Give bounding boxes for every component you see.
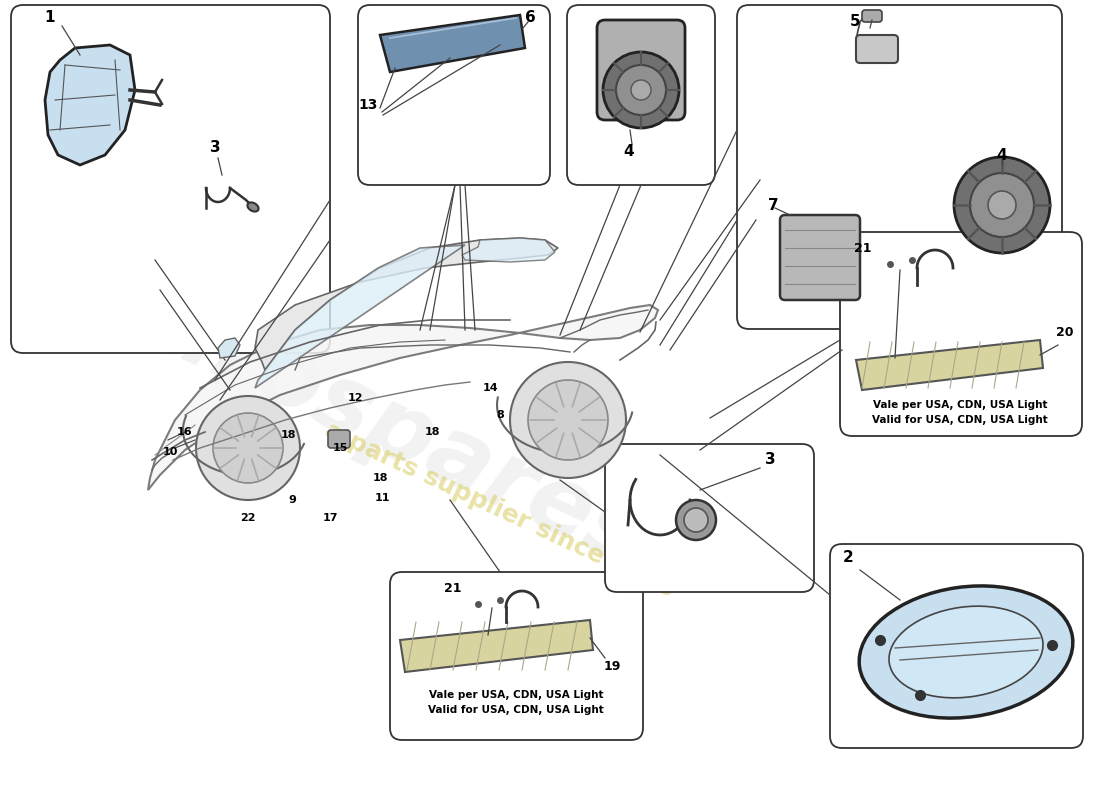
Circle shape [603, 52, 679, 128]
FancyBboxPatch shape [605, 444, 814, 592]
FancyBboxPatch shape [328, 430, 350, 448]
Text: 21: 21 [855, 242, 871, 254]
Text: 1: 1 [45, 10, 55, 26]
FancyBboxPatch shape [840, 232, 1082, 436]
Text: 21: 21 [444, 582, 462, 594]
Circle shape [213, 413, 283, 483]
Circle shape [954, 157, 1050, 253]
Text: 5: 5 [849, 14, 860, 30]
Polygon shape [379, 15, 525, 72]
Text: 3: 3 [764, 453, 776, 467]
Text: 6: 6 [525, 10, 536, 26]
Polygon shape [856, 340, 1043, 390]
Text: 4: 4 [624, 145, 635, 159]
Polygon shape [255, 238, 558, 370]
Text: 20: 20 [1056, 326, 1074, 338]
Text: 18: 18 [280, 430, 296, 440]
Text: 2: 2 [843, 550, 854, 566]
Circle shape [631, 80, 651, 100]
Circle shape [616, 65, 666, 115]
FancyBboxPatch shape [830, 544, 1084, 748]
FancyBboxPatch shape [856, 35, 898, 63]
Circle shape [988, 191, 1016, 219]
Text: 17: 17 [322, 513, 338, 523]
Ellipse shape [889, 606, 1043, 698]
Polygon shape [255, 245, 465, 388]
Text: 19: 19 [603, 659, 620, 673]
Text: 3: 3 [210, 141, 220, 155]
Text: 12: 12 [348, 393, 363, 403]
FancyBboxPatch shape [780, 215, 860, 300]
FancyBboxPatch shape [358, 5, 550, 185]
Circle shape [196, 396, 300, 500]
Polygon shape [218, 338, 240, 358]
FancyBboxPatch shape [566, 5, 715, 185]
Text: Valid for USA, CDN, USA Light: Valid for USA, CDN, USA Light [872, 415, 1048, 425]
Polygon shape [148, 305, 658, 490]
Text: Valid for USA, CDN, USA Light: Valid for USA, CDN, USA Light [428, 705, 604, 715]
Text: 18: 18 [425, 427, 440, 437]
Text: 13: 13 [359, 98, 377, 112]
Text: 22: 22 [240, 513, 255, 523]
Text: 4: 4 [997, 147, 1008, 162]
Ellipse shape [859, 586, 1072, 718]
Circle shape [528, 380, 608, 460]
Text: Vale per USA, CDN, USA Light: Vale per USA, CDN, USA Light [429, 690, 603, 700]
Text: Vale per USA, CDN, USA Light: Vale per USA, CDN, USA Light [872, 400, 1047, 410]
Text: 8: 8 [496, 410, 504, 420]
Text: 15: 15 [332, 443, 348, 453]
Text: 9: 9 [288, 495, 296, 505]
Text: a parts supplier since 1985: a parts supplier since 1985 [321, 418, 679, 602]
Circle shape [970, 173, 1034, 237]
Text: 11: 11 [374, 493, 389, 503]
Text: 10: 10 [163, 447, 178, 457]
Circle shape [510, 362, 626, 478]
Text: 16: 16 [177, 427, 192, 437]
Text: 14: 14 [482, 383, 498, 393]
Polygon shape [400, 620, 593, 672]
FancyBboxPatch shape [390, 572, 644, 740]
Text: eurospares: eurospares [80, 252, 660, 588]
Text: 18: 18 [372, 473, 387, 483]
Text: 7: 7 [768, 198, 779, 213]
Polygon shape [45, 45, 135, 165]
FancyBboxPatch shape [737, 5, 1062, 329]
FancyBboxPatch shape [11, 5, 330, 353]
Circle shape [684, 508, 708, 532]
Circle shape [676, 500, 716, 540]
Ellipse shape [248, 202, 258, 211]
Polygon shape [462, 238, 556, 262]
FancyBboxPatch shape [597, 20, 685, 120]
FancyBboxPatch shape [862, 10, 882, 22]
